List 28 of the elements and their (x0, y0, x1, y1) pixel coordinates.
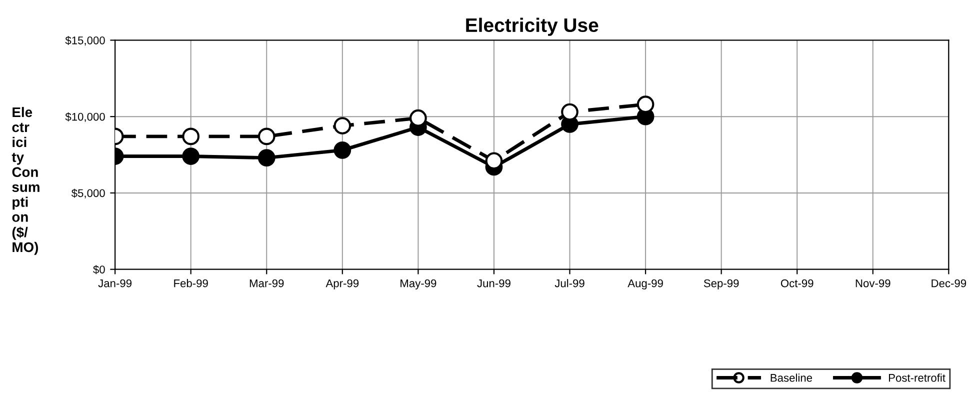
x-tick-label: Oct-99 (780, 279, 814, 288)
x-tick-label: Feb-99 (174, 279, 208, 288)
point (334, 117, 352, 134)
y-tick-label: $0 (93, 265, 105, 274)
x-tick-label: Mar-99 (250, 279, 284, 288)
point (258, 128, 276, 146)
point (410, 109, 427, 127)
x-tick-label: Jun-99 (477, 279, 510, 288)
x-tick-label: Jan-99 (98, 279, 132, 288)
x-tick-label: Apr-99 (326, 279, 359, 290)
y-tick-label: $10,000 (65, 112, 105, 122)
point (334, 142, 352, 159)
x-tick-label: Dec-99 (932, 279, 966, 288)
x-tick-label: Aug-99 (628, 279, 663, 290)
point (182, 128, 200, 146)
x-tick-label: Nov-99 (856, 279, 890, 288)
legend-label: Post-retrofit (888, 374, 946, 382)
chart-title: Electricity Use (466, 18, 598, 36)
text: Electricity Consumption ($/MO) (12, 106, 40, 255)
point (182, 148, 200, 165)
legend-label: Baseline (770, 374, 812, 382)
point (258, 149, 276, 167)
x-tick-label: May-99 (400, 279, 436, 290)
point (561, 103, 578, 121)
y-tick-label: $5,000 (71, 188, 105, 198)
x-tick-label: Sep-99 (704, 279, 739, 290)
x-tick-label: Jul-99 (554, 279, 584, 288)
y-tick-label: $15,000 (65, 36, 105, 46)
